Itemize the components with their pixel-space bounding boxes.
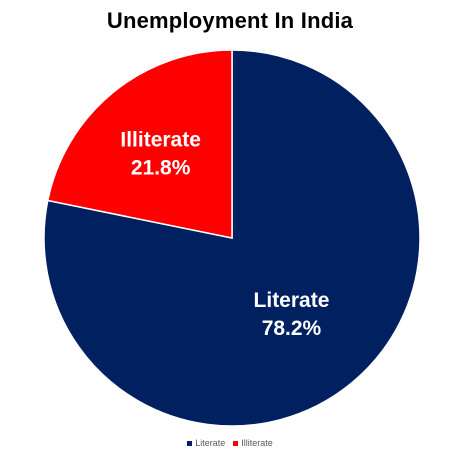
legend-item-illiterate: Illiterate: [233, 438, 273, 448]
legend-label-literate: Literate: [195, 438, 226, 448]
slice-label-illiterate: Illiterate 21.8%: [120, 129, 201, 180]
legend-item-literate: Literate: [187, 438, 225, 448]
legend-swatch-illiterate: [233, 440, 239, 446]
legend-swatch-literate: [187, 440, 193, 446]
pie-slice-illiterate: [46, 49, 233, 239]
slice-value-label: 78.2%: [262, 317, 322, 340]
slice-value-label: 21.8%: [131, 157, 191, 180]
legend-label-illiterate: Illiterate: [241, 438, 273, 448]
slice-category-label: Illiterate: [120, 129, 201, 152]
slice-category-label: Literate: [254, 289, 330, 312]
chart-title: Unemployment In India: [106, 8, 354, 33]
slice-label-literate: Literate 78.2%: [254, 289, 330, 340]
legend: Literate Illiterate: [0, 438, 460, 448]
